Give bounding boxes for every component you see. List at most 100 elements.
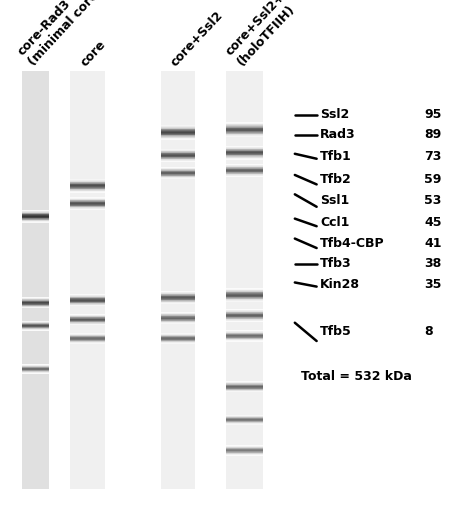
Bar xyxy=(226,383,263,384)
Bar xyxy=(226,289,263,290)
Bar xyxy=(22,302,49,303)
Bar xyxy=(70,342,105,343)
Bar xyxy=(226,331,263,332)
Bar xyxy=(22,299,49,300)
Bar xyxy=(226,381,263,382)
Bar xyxy=(226,124,263,125)
Bar xyxy=(70,191,105,192)
Bar xyxy=(22,219,49,220)
Bar xyxy=(226,173,263,174)
Bar xyxy=(226,318,263,319)
Bar xyxy=(226,391,263,392)
Bar xyxy=(226,299,263,300)
Bar xyxy=(161,316,195,317)
Bar xyxy=(226,164,263,165)
Bar xyxy=(226,123,263,124)
Text: 8: 8 xyxy=(424,325,433,338)
Bar xyxy=(161,322,195,323)
Bar xyxy=(161,130,195,131)
Bar xyxy=(70,183,105,184)
Bar xyxy=(22,297,49,298)
Bar xyxy=(161,315,195,316)
Bar xyxy=(161,154,195,155)
Bar xyxy=(22,220,49,221)
Bar xyxy=(161,126,195,127)
Bar xyxy=(226,126,263,127)
Bar xyxy=(226,157,263,158)
Bar xyxy=(161,337,195,338)
Bar xyxy=(70,318,105,319)
Bar xyxy=(226,174,263,175)
Bar xyxy=(226,317,263,318)
Text: Total = 532 kDa: Total = 532 kDa xyxy=(301,370,412,383)
Bar xyxy=(161,160,195,161)
Bar xyxy=(70,300,105,301)
Bar xyxy=(161,294,195,295)
Bar xyxy=(70,198,105,199)
Bar xyxy=(226,132,263,133)
Bar xyxy=(22,218,49,219)
Bar xyxy=(161,125,195,126)
Bar xyxy=(161,132,195,133)
Text: 41: 41 xyxy=(424,237,442,250)
Bar xyxy=(226,309,263,310)
Bar xyxy=(70,205,105,206)
Bar xyxy=(161,313,195,314)
Bar xyxy=(161,343,195,344)
Bar xyxy=(226,455,263,456)
Text: 35: 35 xyxy=(424,278,442,291)
Bar xyxy=(70,207,105,208)
Bar xyxy=(226,291,263,292)
Bar xyxy=(70,340,105,341)
Bar xyxy=(226,175,263,176)
Bar xyxy=(161,314,195,315)
Bar xyxy=(22,213,49,214)
Bar xyxy=(161,298,195,299)
Bar xyxy=(22,307,49,308)
Bar xyxy=(226,311,263,312)
Bar xyxy=(226,169,263,170)
Text: Kin28: Kin28 xyxy=(320,278,360,291)
Bar xyxy=(161,172,195,173)
Bar xyxy=(226,340,263,341)
Bar xyxy=(70,314,105,315)
Bar xyxy=(70,321,105,322)
Bar xyxy=(226,151,263,152)
Bar xyxy=(161,302,195,303)
Bar xyxy=(226,125,263,126)
Bar xyxy=(70,335,105,336)
Bar xyxy=(70,202,105,203)
Bar xyxy=(70,334,105,335)
Bar xyxy=(161,176,195,177)
Bar xyxy=(226,339,263,340)
Bar xyxy=(226,337,263,338)
Bar xyxy=(161,157,195,158)
Bar xyxy=(226,416,263,417)
Bar xyxy=(22,303,49,304)
Bar xyxy=(70,201,105,202)
Text: Tfb1: Tfb1 xyxy=(320,150,352,163)
Bar xyxy=(70,190,105,191)
Bar xyxy=(226,334,263,335)
Bar xyxy=(226,313,263,314)
Text: 89: 89 xyxy=(424,128,441,142)
Bar xyxy=(226,155,263,156)
Bar xyxy=(22,329,49,330)
Bar xyxy=(70,320,105,321)
Bar xyxy=(70,319,105,320)
Bar xyxy=(161,167,195,168)
Bar xyxy=(161,312,195,313)
Bar xyxy=(226,158,263,159)
Bar xyxy=(226,333,263,334)
Bar xyxy=(226,387,263,388)
Text: Tfb3: Tfb3 xyxy=(320,257,352,270)
Bar xyxy=(70,185,105,186)
Bar xyxy=(226,297,263,298)
Bar xyxy=(70,339,105,340)
Bar xyxy=(70,304,105,305)
Text: core+Ssl2: core+Ssl2 xyxy=(168,8,226,69)
Bar xyxy=(226,127,263,128)
Text: Ssl2: Ssl2 xyxy=(320,108,349,121)
Bar xyxy=(70,184,105,185)
Bar xyxy=(226,390,263,391)
